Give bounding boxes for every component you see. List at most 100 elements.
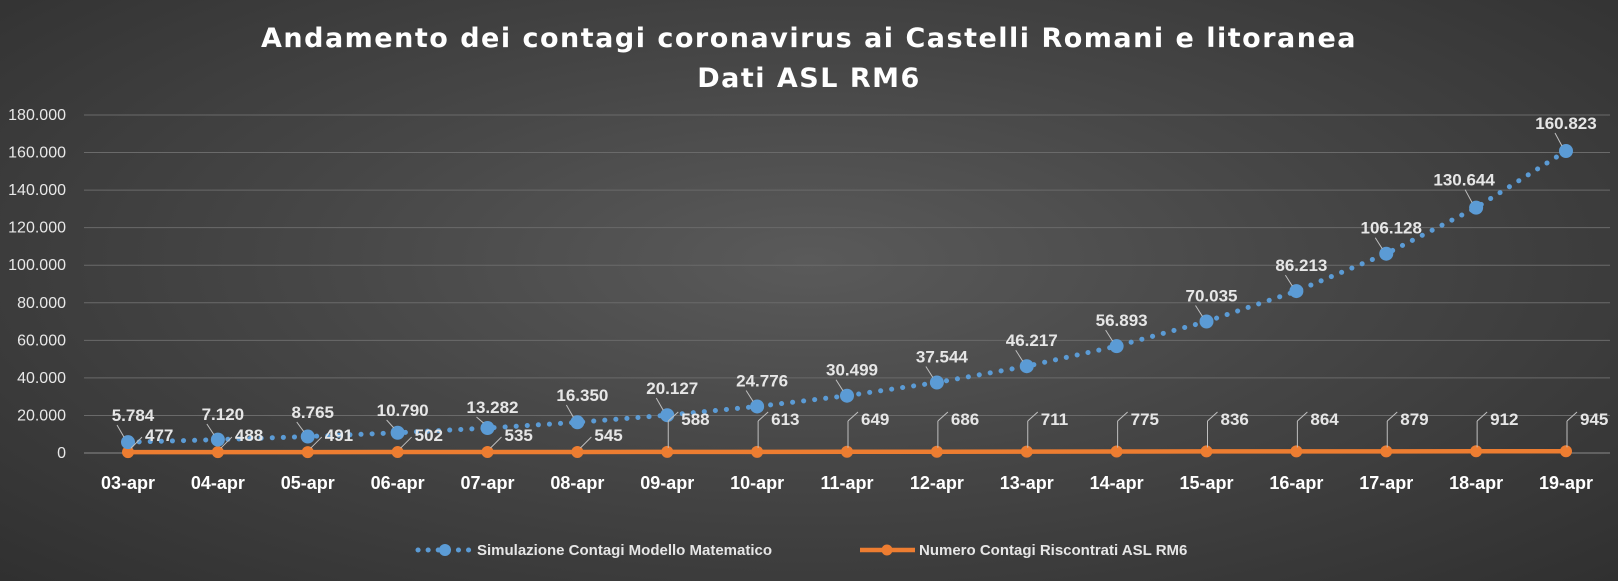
label-leader-simulazione — [835, 379, 844, 391]
y-tick-label: 40.000 — [17, 370, 66, 387]
legend-marker-simulazione — [439, 544, 451, 556]
data-point-simulazione — [840, 388, 854, 403]
x-tick-label: 09-apr — [640, 473, 694, 493]
data-point-riscontrati — [1290, 445, 1303, 458]
data-label-simulazione: 10.790 — [377, 401, 429, 420]
chart-title: Andamento dei contagi coronavirus ai Cas… — [261, 23, 1357, 54]
x-tick-label: 03-apr — [101, 473, 155, 493]
data-point-riscontrati — [1470, 445, 1483, 458]
label-leader-riscontrati — [400, 436, 412, 449]
data-label-simulazione: 7.120 — [202, 405, 245, 424]
data-point-simulazione — [210, 432, 225, 447]
data-point-riscontrati — [122, 446, 134, 459]
data-point-simulazione — [300, 429, 315, 444]
data-point-simulazione — [1109, 339, 1124, 354]
x-tick-label: 08-apr — [550, 473, 604, 493]
data-point-simulazione — [1199, 314, 1214, 329]
label-leader-riscontrati — [1027, 411, 1039, 422]
legend-marker-riscontrati — [881, 544, 893, 556]
data-label-riscontrati: 535 — [505, 426, 533, 445]
data-point-simulazione — [121, 435, 135, 450]
data-point-riscontrati — [751, 445, 764, 458]
data-label-riscontrati: 491 — [325, 426, 353, 445]
label-leader-simulazione — [296, 421, 305, 432]
data-point-riscontrati — [391, 446, 404, 459]
data-point-riscontrati — [1380, 445, 1393, 458]
legend: Simulazione Contagi Modello Matematico N… — [415, 542, 1187, 559]
x-tick-label: 16-apr — [1269, 473, 1323, 493]
data-label-riscontrati: 686 — [951, 410, 979, 429]
legend-item-riscontrati: Numero Contagi Riscontrati ASL RM6 — [860, 542, 1187, 559]
data-point-riscontrati — [481, 445, 494, 458]
y-tick-label: 160.000 — [8, 145, 66, 162]
label-leader-riscontrati — [490, 436, 502, 449]
x-tick-label: 10-apr — [730, 473, 784, 493]
data-point-riscontrati — [930, 445, 943, 458]
x-tick-label: 11-apr — [820, 473, 873, 493]
y-tick-label: 60.000 — [17, 332, 66, 349]
label-leader-riscontrati — [220, 436, 233, 449]
x-tick-label: 14-apr — [1090, 473, 1144, 493]
data-label-simulazione: 56.893 — [1096, 311, 1148, 330]
data-point-simulazione — [660, 408, 675, 423]
series-layer — [121, 144, 1573, 459]
label-leader-simulazione — [1195, 305, 1203, 317]
y-tick-label: 120.000 — [8, 220, 66, 237]
data-label-simulazione: 106.128 — [1361, 219, 1422, 238]
data-label-riscontrati: 488 — [235, 426, 263, 445]
data-point-simulazione — [390, 425, 405, 440]
label-leader-riscontrati — [1207, 411, 1218, 422]
label-leader-simulazione — [1464, 189, 1473, 203]
y-tick-label: 140.000 — [8, 182, 66, 199]
label-leader-simulazione — [386, 419, 394, 429]
data-point-simulazione — [750, 399, 765, 414]
x-tick-label: 17-apr — [1359, 473, 1413, 493]
data-label-riscontrati: 879 — [1400, 410, 1428, 429]
chart-subtitle: Dati ASL RM6 — [697, 63, 921, 94]
data-labels: 477 488 491 502 535 545 588 613 649 686 711 775 836 8… — [112, 114, 1608, 449]
data-point-riscontrati — [661, 445, 674, 458]
data-point-riscontrati — [1200, 445, 1213, 458]
data-label-riscontrati: 711 — [1041, 410, 1068, 429]
label-leader-simulazione — [1105, 329, 1114, 342]
legend-item-simulazione: Simulazione Contagi Modello Matematico — [415, 542, 772, 559]
label-leader-riscontrati — [757, 411, 769, 422]
data-label-simulazione: 37.544 — [916, 348, 969, 367]
label-leader-riscontrati — [847, 411, 859, 422]
data-label-riscontrati: 775 — [1131, 410, 1159, 429]
x-tick-label: 15-apr — [1179, 473, 1233, 493]
data-label-simulazione: 130.644 — [1433, 171, 1495, 190]
y-axis: 0 20.000 40.000 60.000 80.000 100.000 120.000 1… — [8, 107, 66, 462]
label-leader-simulazione — [565, 404, 574, 418]
label-leader-riscontrati — [1386, 411, 1398, 422]
data-label-simulazione: 16.350 — [556, 386, 608, 405]
label-leader-simulazione — [1374, 237, 1383, 249]
data-point-riscontrati — [211, 446, 224, 459]
data-point-riscontrati — [841, 445, 853, 458]
x-axis: 03-apr 04-apr 05-apr 06-apr 07-apr 08-apr 09-a… — [101, 473, 1593, 493]
data-label-simulazione: 8.765 — [291, 403, 334, 422]
label-leader-simulazione — [1284, 274, 1293, 287]
label-leader-simulazione — [206, 423, 215, 435]
label-leader-riscontrati — [130, 436, 143, 449]
data-point-riscontrati — [1020, 445, 1033, 458]
data-label-riscontrati: 477 — [145, 426, 173, 445]
data-point-simulazione — [1559, 144, 1573, 159]
label-leader-simulazione — [476, 416, 484, 424]
label-leader-simulazione — [1554, 132, 1563, 147]
data-point-riscontrati — [1560, 445, 1572, 458]
label-leader-riscontrati — [667, 411, 679, 422]
data-point-simulazione — [1019, 359, 1034, 374]
data-label-simulazione: 30.499 — [826, 361, 878, 380]
y-tick-label: 180.000 — [8, 107, 66, 124]
data-label-riscontrati: 502 — [415, 426, 443, 445]
x-tick-label: 06-apr — [371, 473, 425, 493]
data-label-riscontrati: 945 — [1580, 410, 1608, 429]
data-point-simulazione — [1469, 200, 1484, 215]
legend-label-simulazione: Simulazione Contagi Modello Matematico — [477, 542, 772, 559]
label-leader-simulazione — [655, 397, 664, 411]
x-tick-label: 07-apr — [460, 473, 514, 493]
y-tick-label: 100.000 — [8, 257, 66, 274]
data-label-simulazione: 5.784 — [112, 406, 155, 425]
